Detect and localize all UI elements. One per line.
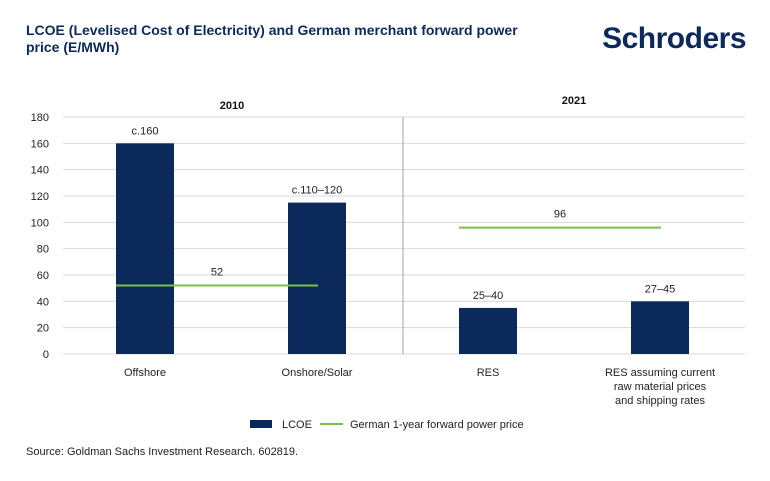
x-category-label: RES assuming current bbox=[605, 367, 715, 379]
x-category-label: RES bbox=[477, 367, 500, 379]
source-note: Source: Goldman Sachs Investment Researc… bbox=[26, 446, 299, 458]
bar-data-label: 27–45 bbox=[645, 283, 676, 295]
bar-lcoe bbox=[459, 307, 517, 354]
bar-data-label: c.160 bbox=[132, 125, 159, 137]
y-tick-label: 80 bbox=[37, 244, 49, 256]
bar-data-label: 25–40 bbox=[473, 290, 504, 302]
forward-price-label: 96 bbox=[554, 209, 566, 221]
y-tick-label: 20 bbox=[37, 323, 49, 335]
forward-price-label: 52 bbox=[211, 267, 223, 279]
legend-label-forward-price: German 1-year forward power price bbox=[350, 419, 524, 431]
y-tick-label: 100 bbox=[31, 217, 49, 229]
bar-lcoe bbox=[288, 202, 346, 354]
y-tick-label: 60 bbox=[37, 270, 49, 282]
y-tick-label: 160 bbox=[31, 138, 49, 150]
y-tick-label: 180 bbox=[31, 112, 49, 124]
bar-lcoe bbox=[116, 143, 174, 354]
y-tick-label: 140 bbox=[31, 165, 49, 177]
x-category-label: raw material prices bbox=[614, 381, 707, 393]
bar-data-label: c.110–120 bbox=[292, 185, 343, 197]
group-label: 2010 bbox=[220, 100, 244, 112]
chart-title: LCOE (Levelised Cost of Electricity) and… bbox=[26, 22, 518, 55]
x-category-label: Offshore bbox=[124, 367, 166, 379]
x-category-label: and shipping rates bbox=[615, 395, 705, 407]
y-tick-label: 0 bbox=[43, 349, 49, 361]
y-tick-label: 120 bbox=[31, 191, 49, 203]
legend-label-lcoe: LCOE bbox=[282, 419, 312, 431]
y-tick-label: 40 bbox=[37, 296, 49, 308]
group-label: 2021 bbox=[562, 95, 586, 107]
x-category-label: Onshore/Solar bbox=[282, 367, 353, 379]
legend-swatch-lcoe bbox=[250, 420, 272, 428]
bar-lcoe bbox=[631, 301, 689, 354]
schroders-logo: Schroders bbox=[602, 22, 746, 55]
